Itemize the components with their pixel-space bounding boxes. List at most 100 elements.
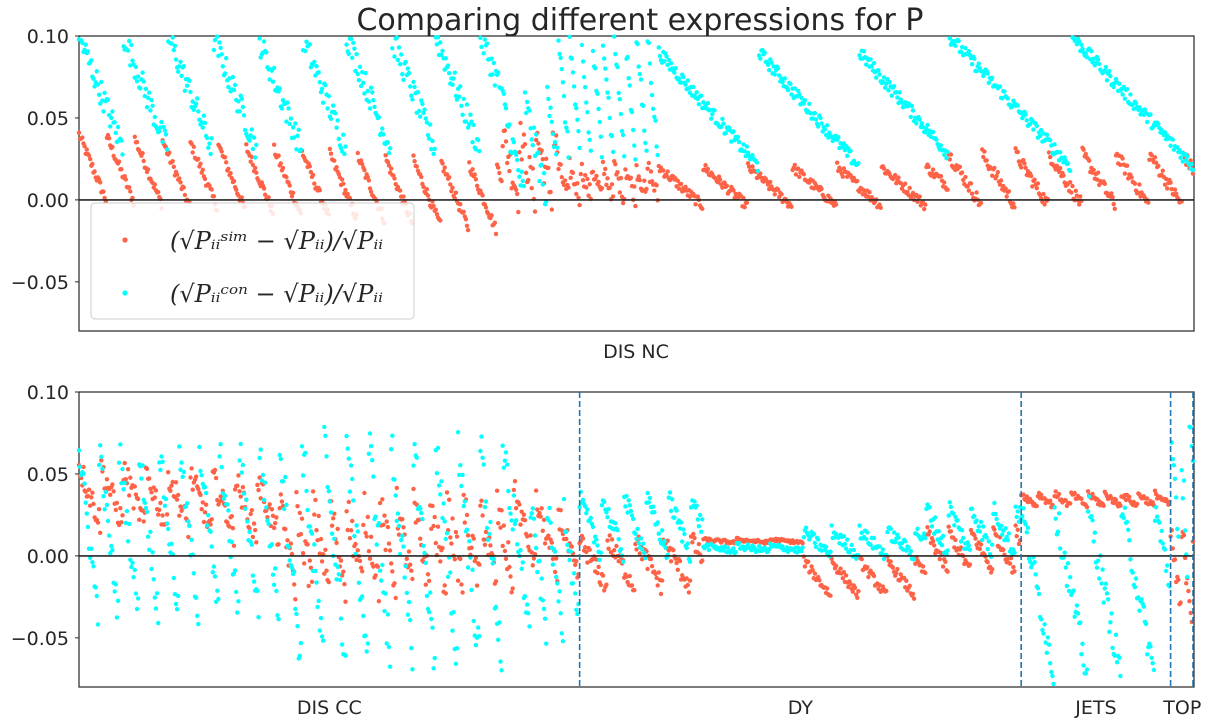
point-con: [326, 93, 331, 99]
point-sim: [940, 564, 946, 569]
point-con: [400, 72, 405, 77]
point-con: [842, 541, 848, 547]
point-sim: [114, 500, 120, 506]
point-sim: [838, 566, 843, 571]
point-con: [307, 42, 312, 47]
point-sim: [516, 209, 521, 215]
point-con: [390, 46, 395, 51]
point-sim: [1014, 533, 1019, 539]
point-con: [849, 542, 854, 548]
point-sim: [434, 212, 440, 217]
point-con: [335, 564, 340, 570]
point-sim: [843, 573, 849, 578]
point-con: [642, 128, 647, 133]
point-con: [1145, 652, 1150, 657]
point-sim: [483, 205, 489, 210]
point-con: [321, 638, 326, 643]
point-con: [465, 565, 471, 570]
point-con: [997, 84, 1003, 89]
point-con: [317, 80, 322, 85]
point-con: [102, 507, 107, 512]
point-con: [573, 591, 578, 596]
point-con: [574, 106, 579, 111]
point-con: [185, 501, 190, 506]
point-con: [1180, 159, 1186, 164]
point-sim: [526, 177, 531, 183]
point-con: [571, 571, 577, 576]
point-sim: [234, 187, 239, 192]
point-con: [104, 502, 110, 508]
point-con: [587, 137, 592, 142]
point-con: [133, 591, 139, 596]
point-con: [604, 77, 609, 82]
point-sim: [497, 170, 502, 176]
point-sim: [503, 139, 509, 144]
point-con: [393, 493, 398, 498]
point-con: [81, 471, 86, 476]
point-sim: [866, 194, 871, 199]
point-con: [600, 43, 606, 48]
point-con: [896, 100, 901, 106]
point-con: [577, 145, 582, 151]
point-con: [548, 520, 553, 525]
point-sim: [620, 200, 626, 206]
point-con: [319, 86, 325, 92]
point-con: [527, 624, 532, 629]
point-con: [889, 93, 894, 98]
point-con: [205, 135, 210, 141]
point-con: [837, 145, 842, 151]
point-con: [314, 63, 319, 69]
point-sim: [433, 540, 438, 546]
point-con: [952, 523, 957, 528]
point-con: [426, 136, 432, 141]
point-sim: [200, 500, 205, 505]
point-con: [616, 537, 621, 542]
point-sim: [198, 492, 203, 498]
point-sim: [517, 502, 522, 507]
point-sim: [1012, 569, 1017, 574]
point-sim: [525, 534, 530, 539]
point-sim: [396, 532, 402, 537]
point-sim: [196, 156, 201, 162]
point-con: [342, 151, 347, 157]
point-con: [685, 541, 690, 546]
point-con: [629, 109, 635, 115]
point-sim: [809, 564, 814, 569]
point-sim: [973, 536, 978, 541]
point-con: [603, 66, 608, 71]
point-sim: [675, 567, 680, 572]
point-sim: [1134, 501, 1140, 507]
point-sim: [88, 503, 93, 508]
point-sim: [623, 167, 628, 172]
point-con: [1095, 57, 1101, 62]
point-sim: [1188, 610, 1193, 616]
point-con: [376, 115, 382, 120]
point-con: [102, 90, 107, 96]
point-con: [300, 473, 306, 478]
point-sim: [992, 527, 997, 532]
point-sim: [1019, 165, 1024, 170]
point-con: [348, 36, 354, 41]
point-sim: [1190, 171, 1196, 176]
point-con: [1077, 39, 1082, 44]
point-con: [910, 108, 916, 113]
point-con: [674, 508, 679, 513]
point-con: [276, 616, 281, 622]
point-con: [89, 546, 94, 551]
point-con: [205, 523, 210, 528]
point-sim: [1187, 599, 1192, 604]
point-sim: [615, 170, 620, 175]
point-sim: [489, 213, 494, 218]
point-con: [313, 568, 318, 574]
point-sim: [332, 511, 337, 516]
point-con: [82, 481, 87, 486]
point-con: [966, 49, 971, 54]
point-con: [239, 96, 244, 102]
point-con: [179, 460, 184, 465]
point-con: [451, 76, 456, 81]
point-con: [652, 510, 657, 515]
point-con: [951, 38, 956, 44]
point-sim: [653, 571, 658, 576]
point-con: [323, 433, 328, 438]
point-sim: [930, 539, 936, 544]
